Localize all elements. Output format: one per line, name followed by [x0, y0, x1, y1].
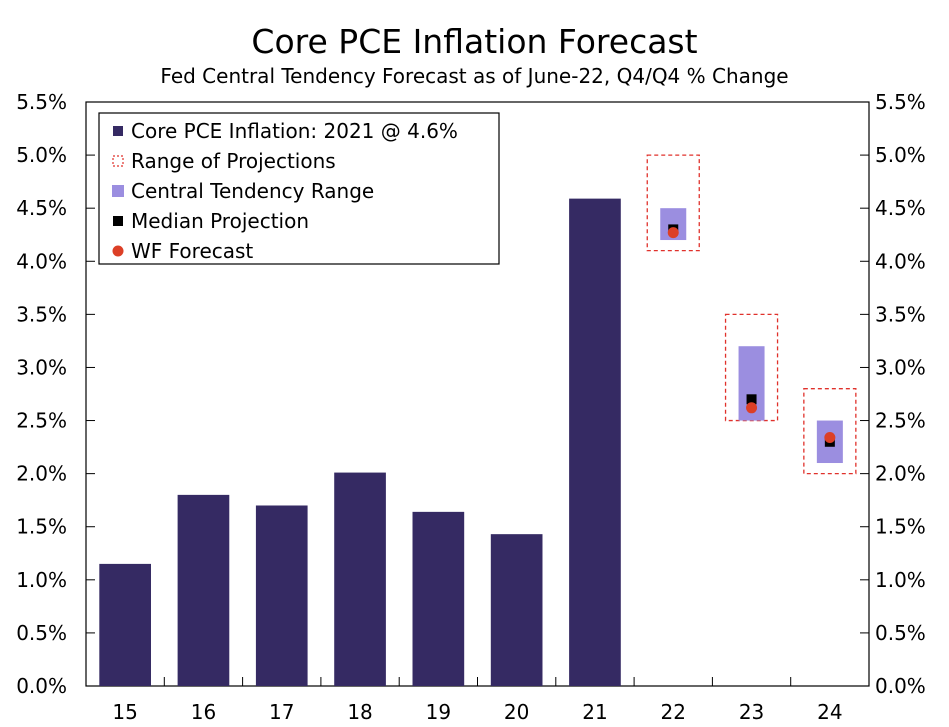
bar-core-pce [412, 511, 465, 686]
y-tick-label-left: 2.0% [16, 462, 67, 486]
bar-core-pce [255, 505, 308, 686]
legend-label: Central Tendency Range [131, 179, 374, 203]
bar-core-pce [99, 563, 151, 686]
x-tick-label: 19 [426, 700, 451, 724]
legend-label: Core PCE Inflation: 2021 @ 4.6% [131, 119, 458, 143]
x-tick-label: 24 [817, 700, 842, 724]
legend-label: WF Forecast [131, 239, 253, 263]
legend-swatch-range [112, 155, 124, 167]
y-tick-label-right: 0.5% [875, 621, 926, 645]
bar-core-pce [490, 534, 543, 686]
wf-forecast-marker [824, 432, 836, 444]
x-tick-label: 22 [661, 700, 686, 724]
legend-swatch-wf-forecast [112, 245, 124, 257]
axes: 0.0% 0.0% 0.5% 0.5% 1.0% 1.0% 1.5% 1.5% 2.0% 2.0%… [16, 90, 926, 724]
y-tick-label-right: 1.0% [875, 568, 926, 592]
legend-swatch-bar [113, 126, 123, 136]
y-tick-label-right: 0.0% [875, 674, 926, 698]
legend: Core PCE Inflation: 2021 @ 4.6% Range of … [98, 112, 500, 265]
y-tick-label-left: 3.5% [16, 302, 67, 326]
x-tick-label: 23 [739, 700, 764, 724]
y-tick-label-left: 0.0% [16, 674, 67, 698]
y-tick-label-right: 4.5% [875, 196, 926, 220]
wf-forecast-marker [667, 227, 679, 239]
y-tick-label-right: 3.5% [875, 302, 926, 326]
x-tick-label: 21 [582, 700, 607, 724]
x-tick-label: 15 [112, 700, 137, 724]
x-tick-label: 17 [269, 700, 294, 724]
legend-label: Range of Projections [131, 149, 336, 173]
y-tick-label-left: 2.5% [16, 409, 67, 433]
wf-forecast-marker [746, 402, 758, 414]
range-of-projections-box [646, 154, 700, 252]
range-of-projections-box [803, 388, 857, 475]
bar-core-pce [569, 198, 621, 686]
chart-title: Core PCE Inflation Forecast [251, 22, 698, 61]
chart-subtitle: Fed Central Tendency Forecast as of June… [160, 64, 789, 88]
y-tick-label-right: 4.0% [875, 249, 926, 273]
y-tick-label-left: 3.0% [16, 355, 67, 379]
y-tick-label-left: 5.0% [16, 143, 67, 167]
legend-label: Median Projection [131, 209, 309, 233]
y-tick-label-left: 0.5% [16, 621, 67, 645]
bar-core-pce [177, 494, 230, 686]
bar-core-pce [334, 472, 386, 686]
y-tick-label-left: 4.5% [16, 196, 67, 220]
y-tick-label-right: 5.5% [875, 90, 926, 114]
x-tick-label: 18 [347, 700, 372, 724]
x-tick-label: 16 [191, 700, 216, 724]
legend-swatch-median [113, 216, 123, 226]
legend-box [98, 112, 500, 265]
y-tick-label-left: 1.5% [16, 515, 67, 539]
y-tick-label-right: 3.0% [875, 355, 926, 379]
y-tick-label-right: 1.5% [875, 515, 926, 539]
y-tick-label-right: 5.0% [875, 143, 926, 167]
y-tick-label-right: 2.5% [875, 409, 926, 433]
y-tick-label-left: 1.0% [16, 568, 67, 592]
y-tick-label-left: 4.0% [16, 249, 67, 273]
legend-swatch-central-tendency [112, 185, 124, 197]
chart-marks [99, 154, 857, 686]
y-tick-label-right: 2.0% [875, 462, 926, 486]
x-tick-label: 20 [504, 700, 529, 724]
median-projection-marker [746, 394, 757, 405]
range-of-projections-box [724, 313, 779, 422]
y-tick-label-left: 5.5% [16, 90, 67, 114]
